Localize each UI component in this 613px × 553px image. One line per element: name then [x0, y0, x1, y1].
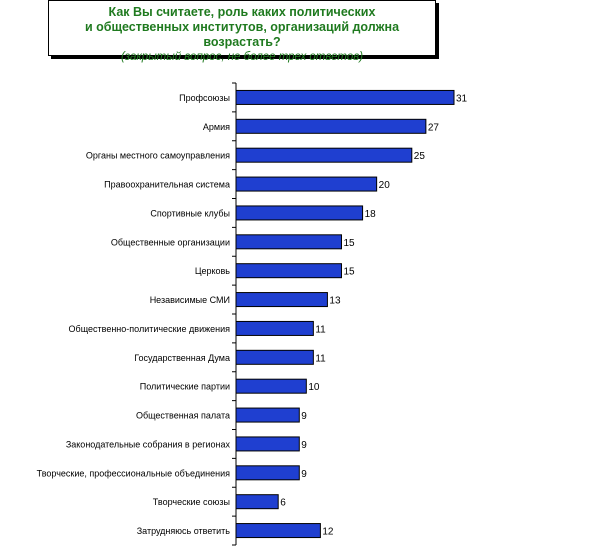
bar	[235, 349, 314, 365]
category-label: Независимые СМИ	[150, 295, 230, 305]
bar	[235, 407, 300, 423]
data-label: 31	[456, 93, 468, 104]
category-label: Законодательные собрания в регионах	[66, 439, 231, 449]
data-label: 27	[428, 122, 440, 133]
data-label: 10	[308, 382, 320, 393]
bar	[235, 176, 378, 192]
category-label: Творческие, профессиональные объединения	[37, 468, 230, 478]
category-label: Правоохранительная система	[104, 180, 230, 190]
data-label: 9	[301, 469, 307, 480]
category-label: Профсоюзы	[179, 93, 230, 103]
data-label: 12	[322, 527, 334, 538]
category-label: Армия	[203, 122, 230, 132]
bar	[235, 523, 321, 539]
data-label: 15	[343, 267, 355, 278]
data-label: 11	[315, 353, 326, 364]
bar	[235, 89, 455, 105]
category-label: Общественно-политические движения	[69, 324, 231, 334]
chart-title-box: Как Вы считаете, роль каких политических…	[48, 0, 436, 63]
data-label: 25	[414, 151, 426, 162]
bar	[235, 320, 314, 336]
bar	[235, 292, 328, 308]
chart-subtitle: (закрытый вопрос, не более трех ответов)	[120, 51, 364, 63]
bar	[235, 436, 300, 452]
data-label: 9	[301, 411, 307, 422]
category-label: Политические партии	[140, 382, 230, 392]
bar	[235, 494, 279, 510]
category-label: Творческие союзы	[153, 497, 230, 507]
category-label: Общественные организации	[111, 237, 230, 247]
bar	[235, 147, 413, 163]
data-label: 9	[301, 440, 307, 451]
bar	[235, 465, 300, 481]
chart-title-line-1: Как Вы считаете, роль каких политических	[108, 5, 376, 19]
bar	[235, 118, 427, 134]
chart-title-line-2: и общественных институтов, организаций д…	[84, 20, 400, 49]
data-label: 11	[315, 324, 326, 335]
category-label: Затрудняюсь ответить	[137, 526, 231, 536]
bar	[235, 205, 364, 221]
data-label: 15	[343, 238, 355, 249]
data-label: 20	[379, 180, 391, 191]
data-label: 18	[365, 209, 377, 220]
category-label: Органы местного самоуправления	[86, 151, 230, 161]
data-label: 13	[329, 296, 341, 307]
bar	[235, 263, 342, 279]
category-label: Общественная палата	[136, 411, 230, 421]
category-label: Церковь	[195, 266, 230, 276]
data-label: 6	[280, 498, 286, 509]
bar	[235, 378, 307, 394]
category-label: Государственная Дума	[134, 353, 230, 363]
bar	[235, 234, 342, 250]
category-label: Спортивные клубы	[150, 208, 230, 218]
